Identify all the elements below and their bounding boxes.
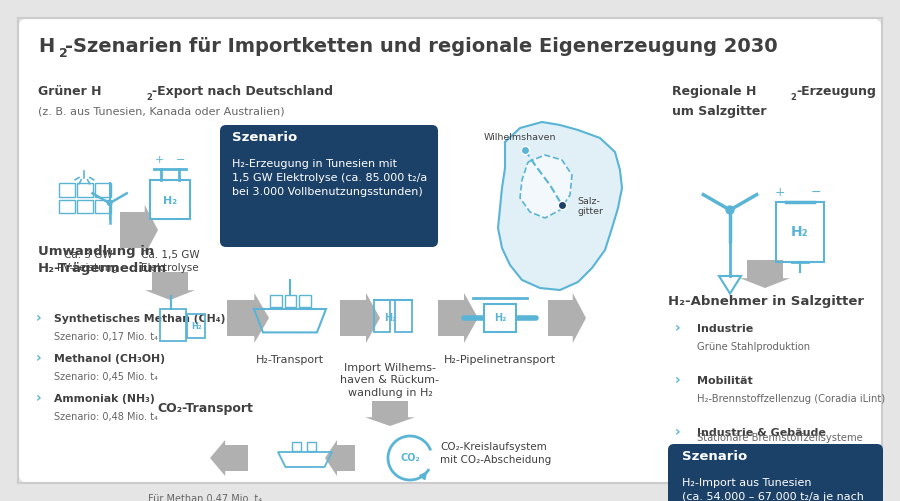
Text: ›: › (675, 321, 680, 335)
Text: Salz-
gitter: Salz- gitter (577, 197, 603, 216)
Circle shape (726, 206, 734, 214)
Text: Methanol (CH₃OH): Methanol (CH₃OH) (54, 354, 165, 364)
Text: -Szenarien für Importketten und regionale Eigenerzeugung 2030: -Szenarien für Importketten und regional… (65, 37, 778, 56)
Text: ›: › (36, 391, 41, 405)
Polygon shape (325, 440, 355, 476)
Text: −: − (811, 186, 821, 199)
Text: um Salzgitter: um Salzgitter (672, 105, 767, 118)
Polygon shape (120, 205, 158, 255)
Text: 2: 2 (59, 47, 68, 60)
Text: Szenario: 0,45 Mio. t₄: Szenario: 0,45 Mio. t₄ (54, 372, 158, 382)
Bar (374, 300, 390, 332)
Text: H₂-Transport: H₂-Transport (256, 355, 324, 365)
Circle shape (107, 201, 112, 205)
Text: Import Wilhems-
haven & Rückum-
wandlung in H₂: Import Wilhems- haven & Rückum- wandlung… (340, 363, 439, 398)
Text: Szenario: Szenario (232, 131, 297, 144)
Text: H: H (38, 37, 54, 56)
Text: Stationäre Brennstoffzellsysteme
(SOFC Bosch): Stationäre Brennstoffzellsysteme (SOFC B… (697, 433, 863, 456)
Bar (59, 199, 75, 213)
Text: CO₂-Transport: CO₂-Transport (158, 402, 253, 415)
Text: Regionale H: Regionale H (672, 85, 756, 98)
Text: ›: › (36, 351, 41, 365)
Polygon shape (520, 155, 572, 218)
Text: H₂-Erzeugung in Tunesien mit
1,5 GW Elektrolyse (ca. 85.000 t₂/a
bei 3.000 Vollb: H₂-Erzeugung in Tunesien mit 1,5 GW Elek… (232, 159, 428, 197)
Text: Grüne Stahlproduktion: Grüne Stahlproduktion (697, 342, 810, 352)
Polygon shape (438, 293, 478, 343)
Text: 2: 2 (146, 93, 152, 102)
Bar (95, 183, 111, 197)
Bar (150, 180, 190, 219)
Bar (95, 199, 111, 213)
Text: -Erzeugung: -Erzeugung (796, 85, 876, 98)
Text: Mobilität: Mobilität (697, 376, 752, 386)
Text: H₂-Pipelinetransport: H₂-Pipelinetransport (444, 355, 556, 365)
Text: H₂: H₂ (191, 322, 202, 331)
Bar (270, 295, 282, 307)
Text: H₂: H₂ (791, 225, 809, 239)
Polygon shape (145, 272, 195, 300)
Bar (160, 309, 185, 341)
Polygon shape (210, 440, 248, 476)
Polygon shape (740, 260, 790, 288)
Text: Industrie & Gebäude: Industrie & Gebäude (697, 428, 826, 438)
Text: H₂-Abnehmer in Salzgitter: H₂-Abnehmer in Salzgitter (668, 295, 864, 308)
Text: Umwandlung in
H₂-Trägermedium: Umwandlung in H₂-Trägermedium (38, 245, 167, 275)
Text: (z. B. aus Tunesien, Kanada oder Australien): (z. B. aus Tunesien, Kanada oder Austral… (38, 107, 284, 117)
Bar (187, 315, 205, 338)
Bar (484, 304, 517, 332)
Text: Szenario: Szenario (682, 450, 747, 463)
Polygon shape (227, 293, 269, 343)
Text: Synthetisches Methan (CH₄): Synthetisches Methan (CH₄) (54, 314, 225, 324)
Text: H₂-Import aus Tunesien
(ca. 54.000 – 67.000 t₂/a je nach
Transportmedium): H₂-Import aus Tunesien (ca. 54.000 – 67.… (682, 478, 864, 501)
FancyBboxPatch shape (668, 444, 883, 501)
Text: Ca. 1,5 GW
Elektrolyse: Ca. 1,5 GW Elektrolyse (140, 250, 199, 273)
Text: 2: 2 (790, 93, 796, 102)
Text: H₂: H₂ (163, 196, 177, 206)
Bar (776, 202, 824, 262)
Polygon shape (365, 401, 415, 426)
Bar (299, 295, 310, 307)
Bar (284, 295, 296, 307)
Text: +: + (775, 186, 786, 199)
Text: Szenario: 0,17 Mio. t₄: Szenario: 0,17 Mio. t₄ (54, 332, 158, 342)
Bar (292, 441, 301, 450)
Bar (59, 183, 75, 197)
Polygon shape (548, 293, 586, 343)
Polygon shape (498, 122, 622, 290)
Text: CO₂-Kreislaufsystem
mit CO₂-Abscheidung: CO₂-Kreislaufsystem mit CO₂-Abscheidung (440, 442, 551, 465)
Text: CO₂: CO₂ (400, 453, 420, 463)
Text: ›: › (36, 311, 41, 325)
Text: Wilhelmshaven: Wilhelmshaven (484, 133, 556, 142)
Polygon shape (340, 293, 380, 343)
Text: ›: › (675, 425, 680, 439)
Bar (395, 300, 411, 332)
FancyBboxPatch shape (18, 18, 882, 483)
Text: Ca. 3 GW
PV-Leistung: Ca. 3 GW PV-Leistung (58, 250, 119, 273)
Text: Industrie: Industrie (697, 324, 753, 334)
Text: +: + (155, 155, 164, 165)
Bar (77, 199, 93, 213)
FancyBboxPatch shape (220, 125, 438, 247)
Bar (307, 441, 316, 450)
Text: Ammoniak (NH₃): Ammoniak (NH₃) (54, 394, 155, 404)
Text: ›: › (675, 373, 680, 387)
Text: Grüner H: Grüner H (38, 85, 102, 98)
Text: -Export nach Deutschland: -Export nach Deutschland (152, 85, 333, 98)
Text: −: − (176, 155, 185, 165)
Text: Szenario: 0,48 Mio. t₄: Szenario: 0,48 Mio. t₄ (54, 412, 158, 422)
Text: H₂: H₂ (494, 313, 506, 323)
Text: H₂: H₂ (383, 313, 396, 323)
Text: Für Methan 0,47 Mio. t₄: Für Methan 0,47 Mio. t₄ (148, 494, 262, 501)
Bar (77, 183, 93, 197)
Text: H₂-Brennstoffzellenzug (Coradia iLint): H₂-Brennstoffzellenzug (Coradia iLint) (697, 394, 885, 404)
